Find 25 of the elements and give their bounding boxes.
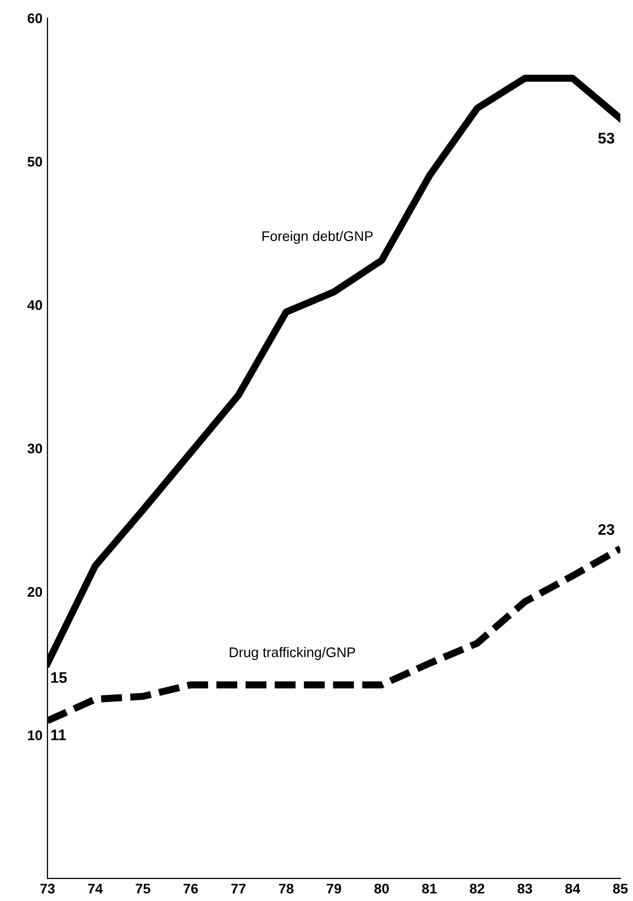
x-tick-label: 74 (88, 884, 103, 894)
x-tick-label: 85 (613, 884, 628, 894)
x-tick-label: 77 (231, 884, 246, 894)
x-tick-label: 84 (565, 884, 580, 894)
x-tick-label: 80 (374, 884, 389, 894)
x-tick-label: 81 (422, 884, 437, 894)
y-tick-label: 30 (27, 444, 42, 454)
x-tick-label: 75 (136, 884, 150, 894)
data-label: 15 (51, 672, 67, 683)
series-label: Foreign debt/GNP (262, 230, 373, 244)
data-label: 11 (51, 730, 66, 740)
x-tick-label: 73 (40, 884, 55, 894)
data-label: 23 (598, 524, 614, 535)
y-tick-label: 40 (27, 300, 42, 310)
y-tick-label: 10 (28, 730, 42, 740)
y-tick-label: 60 (28, 13, 42, 24)
x-tick-label: 76 (184, 884, 198, 894)
x-tick-label: 82 (470, 884, 484, 894)
y-tick-label: 20 (28, 586, 42, 597)
series-label: Drug trafficking/GNP (230, 647, 356, 660)
y-tick-label: 50 (28, 156, 42, 167)
x-tick-label: 79 (326, 884, 342, 894)
x-tick-label: 83 (518, 884, 532, 894)
x-tick-label: 78 (279, 884, 294, 894)
data-label: 53 (598, 132, 614, 144)
